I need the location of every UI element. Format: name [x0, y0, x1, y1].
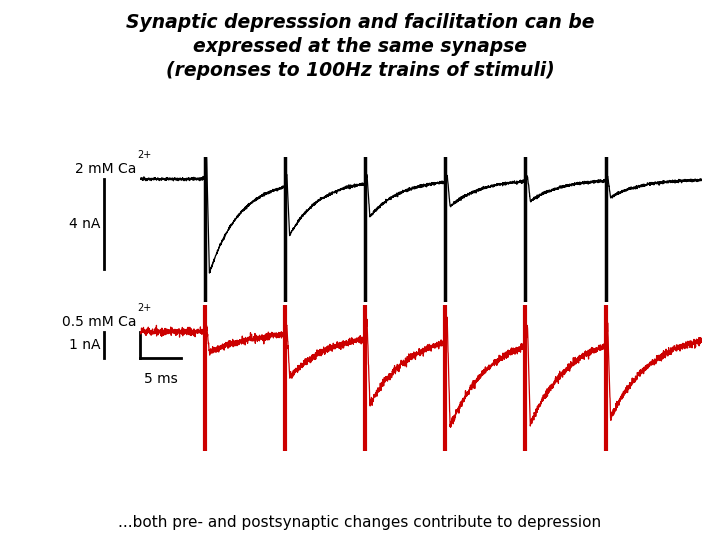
Text: ...both pre- and postsynaptic changes contribute to depression: ...both pre- and postsynaptic changes co… — [118, 515, 602, 530]
Text: 0.5 mM Ca: 0.5 mM Ca — [63, 315, 137, 329]
Text: Synaptic depresssion and facilitation can be
expressed at the same synapse
(repo: Synaptic depresssion and facilitation ca… — [126, 14, 594, 79]
Text: 2+: 2+ — [138, 150, 152, 160]
Text: 1 nA: 1 nA — [69, 338, 101, 352]
Text: 4 nA: 4 nA — [69, 217, 101, 231]
Text: 2 mM Ca: 2 mM Ca — [76, 163, 137, 177]
Text: 5 ms: 5 ms — [143, 372, 177, 386]
Text: 2+: 2+ — [138, 303, 152, 313]
